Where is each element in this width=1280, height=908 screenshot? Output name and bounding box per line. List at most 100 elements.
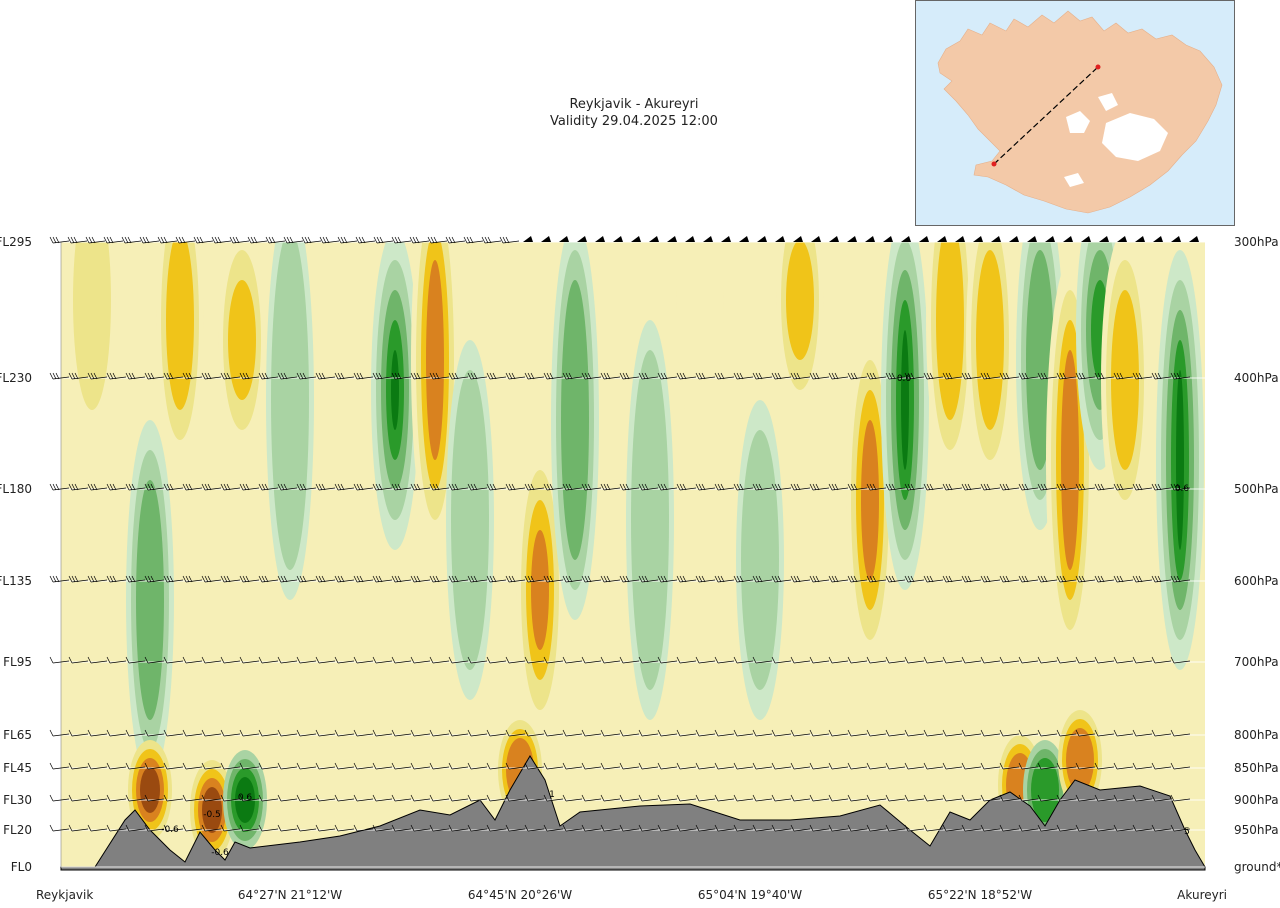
- motion-streak: [411, 242, 459, 550]
- wind-barb: [613, 236, 623, 242]
- barb-feather: [1040, 372, 1045, 380]
- barb-feather: [378, 483, 383, 491]
- wind-barb: [258, 762, 279, 770]
- wind-barb: [106, 656, 127, 664]
- barb-feather: [409, 236, 414, 244]
- motion-streak: [1156, 250, 1204, 670]
- barb-feather: [261, 575, 266, 583]
- barb-staff: [1021, 828, 1039, 832]
- barb-staff: [71, 828, 89, 832]
- barb-feather: [296, 794, 301, 802]
- wind-barb: [961, 656, 982, 664]
- barb-feather: [239, 729, 244, 737]
- barb-feather: [1078, 575, 1083, 583]
- barb-feather: [923, 729, 928, 737]
- barb-feather: [1037, 762, 1042, 770]
- barb-feather: [397, 372, 402, 380]
- barb-feather: [239, 483, 244, 491]
- barb-feather: [1113, 575, 1118, 583]
- wind-barb: [1151, 656, 1172, 664]
- barb-feather: [923, 794, 928, 802]
- wind-barb: [714, 575, 735, 583]
- barb-pennant: [1171, 236, 1181, 242]
- wind-barb: [334, 729, 355, 737]
- wind-barb: [410, 794, 431, 802]
- barb-feather: [717, 372, 722, 380]
- wind-barb: [201, 575, 222, 583]
- wind-barb: [1045, 236, 1055, 242]
- wind-barb: [448, 729, 469, 737]
- barb-feather: [1062, 483, 1067, 491]
- wind-barb: [467, 575, 488, 583]
- barb-feather: [733, 656, 738, 664]
- pressure-level-label: 850hPa: [1234, 761, 1279, 775]
- barb-feather: [372, 762, 377, 770]
- barb-feather: [163, 656, 168, 664]
- wind-barb: [1117, 236, 1127, 242]
- barb-feather: [182, 372, 187, 380]
- barb-feather: [188, 483, 193, 491]
- wind-barb: [277, 483, 298, 491]
- barb-feather: [755, 483, 760, 491]
- barb-feather: [87, 575, 92, 583]
- barb-feather: [866, 794, 871, 802]
- wind-barb: [239, 729, 260, 737]
- barb-feather: [942, 483, 947, 491]
- barb-feather: [334, 372, 339, 380]
- barb-staff: [907, 660, 925, 664]
- motion-cell: [271, 242, 309, 570]
- wind-barb: [1056, 794, 1077, 802]
- barb-feather: [828, 794, 833, 802]
- wind-barb: [68, 372, 89, 380]
- barb-staff: [698, 828, 716, 832]
- barb-feather: [106, 483, 111, 491]
- barb-staff: [90, 733, 108, 737]
- barb-pennant: [1189, 236, 1199, 242]
- barb-feather: [182, 824, 187, 832]
- barb-staff: [1059, 660, 1077, 664]
- wind-barb: [1151, 729, 1172, 737]
- barb-staff: [774, 660, 792, 664]
- barb-feather: [1018, 729, 1023, 737]
- barb-staff: [451, 766, 469, 770]
- barb-feather: [1097, 483, 1102, 491]
- wind-barb: [619, 656, 640, 664]
- wind-barb: [315, 483, 336, 491]
- barb-pennant: [649, 236, 659, 242]
- barb-feather: [410, 372, 415, 380]
- barb-feather: [343, 236, 348, 244]
- wind-barb: [211, 236, 232, 244]
- barb-feather: [695, 372, 700, 380]
- barb-feather: [657, 729, 662, 737]
- barb-staff: [223, 798, 241, 802]
- barb-feather: [1024, 575, 1029, 583]
- barb-feather: [486, 824, 491, 832]
- wind-barb: [144, 656, 165, 664]
- barb-staff: [888, 733, 906, 737]
- barb-staff: [945, 733, 963, 737]
- barb-feather: [1094, 372, 1099, 380]
- wind-barb: [695, 483, 716, 491]
- barb-staff: [717, 660, 735, 664]
- barb-feather: [353, 372, 358, 380]
- barb-feather: [524, 656, 529, 664]
- wind-barb: [201, 483, 222, 491]
- barb-feather: [429, 762, 434, 770]
- barb-feather: [809, 824, 814, 832]
- barb-feather: [777, 483, 782, 491]
- barb-staff: [660, 828, 678, 832]
- barb-staff: [147, 660, 165, 664]
- barb-feather: [353, 794, 358, 802]
- barb-feather: [790, 483, 795, 491]
- barb-staff: [375, 798, 393, 802]
- barb-pennant: [1027, 236, 1037, 242]
- barb-feather: [1075, 372, 1080, 380]
- wind-barb: [157, 236, 178, 244]
- wind-barb: [809, 762, 830, 770]
- barb-staff: [679, 660, 697, 664]
- barb-feather: [413, 575, 418, 583]
- barb-staff: [261, 766, 279, 770]
- barb-feather: [144, 575, 149, 583]
- barb-feather: [505, 575, 510, 583]
- wind-barb: [505, 824, 526, 832]
